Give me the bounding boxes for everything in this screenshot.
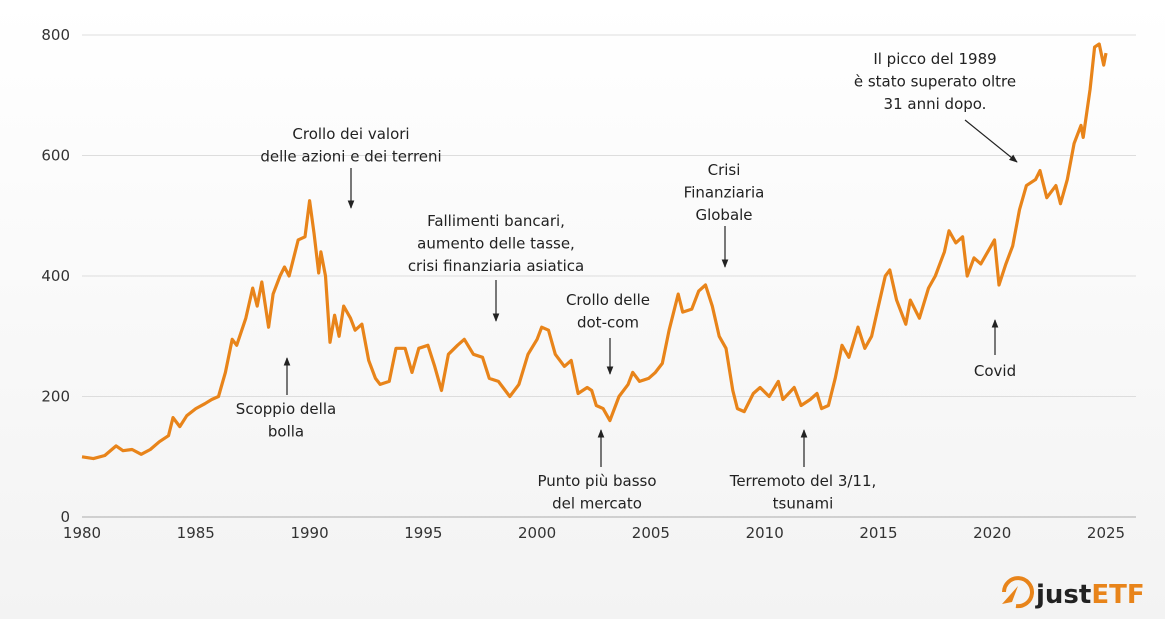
- series-line: [81, 42, 1108, 461]
- y-tick-label: 600: [41, 147, 70, 165]
- annotation-text: bolla: [268, 423, 304, 441]
- annotation-text: Finanziaria: [684, 184, 765, 202]
- annotation-bubble-burst: Scoppio della bolla: [236, 357, 336, 441]
- annotation-text: tsunami: [773, 495, 834, 513]
- annotation-text: Punto più basso: [537, 472, 656, 490]
- annotation-text: aumento delle tasse,: [417, 235, 575, 253]
- logo-needle-icon: [1002, 586, 1018, 604]
- annotation-arrow: [964, 119, 1018, 163]
- justetf-logo: justETF: [1002, 576, 1145, 610]
- annotation-text: Globale: [695, 206, 752, 224]
- annotation-text: Crollo delle: [566, 291, 650, 309]
- annotation-text: dot-com: [577, 314, 639, 332]
- annotation-market-low: Punto più basso del mercato: [537, 429, 657, 513]
- annotation-text: Il picco del 1989: [873, 50, 996, 68]
- x-tick-label: 1980: [63, 524, 101, 542]
- annotation-text: Fallimenti bancari,: [427, 212, 565, 230]
- x-tick-label: 1985: [177, 524, 215, 542]
- annotation-text: Crollo dei valori: [292, 125, 409, 143]
- annotation-record: Il picco del 1989 è stato superato oltre 3…: [854, 50, 1018, 163]
- logo-gauge-icon: [1002, 576, 1034, 609]
- svg-text:justETF: justETF: [1035, 580, 1145, 610]
- x-tick-label: 2020: [973, 524, 1011, 542]
- annotation-text: Covid: [974, 362, 1016, 380]
- annotation-text: delle azioni e dei terreni: [260, 148, 441, 166]
- x-tick-label: 2010: [746, 524, 784, 542]
- annotation-text: del mercato: [552, 495, 642, 513]
- logo-text-just: just: [1035, 580, 1091, 610]
- annotation-text: Crisi: [708, 161, 741, 179]
- annotation-text: crisi finanziaria asiatica: [408, 257, 584, 275]
- annotation-covid: Covid: [974, 319, 1016, 380]
- y-tick-label: 0: [60, 508, 70, 526]
- y-tick-label: 200: [41, 388, 70, 406]
- annotation-bubble-crash: Crollo dei valori delle azioni e dei terr…: [260, 125, 442, 209]
- y-tick-label: 800: [41, 26, 70, 44]
- x-tick-label: 2000: [518, 524, 556, 542]
- annotation-text: è stato superato oltre: [854, 73, 1016, 91]
- annotation-text: Scoppio della: [236, 400, 336, 418]
- y-tick-label: 400: [41, 267, 70, 285]
- x-tick-label: 1995: [404, 524, 442, 542]
- x-tick-label: 1990: [290, 524, 328, 542]
- x-tick-label: 2015: [859, 524, 897, 542]
- logo-text-etf: ETF: [1091, 580, 1144, 610]
- annotation-dotcom: Crollo delle dot-com: [566, 291, 650, 375]
- annotation-text: Terremoto del 3/11,: [729, 472, 877, 490]
- x-tick-label: 2025: [1087, 524, 1125, 542]
- annotation-tsunami: Terremoto del 3/11, tsunami: [729, 429, 877, 513]
- annotation-bank-failures: Fallimenti bancari, aumento delle tasse, c…: [408, 212, 584, 322]
- annotation-gfc: Crisi Finanziaria Globale: [684, 161, 765, 268]
- annotation-text: 31 anni dopo.: [884, 95, 987, 113]
- x-tick-label: 2005: [632, 524, 670, 542]
